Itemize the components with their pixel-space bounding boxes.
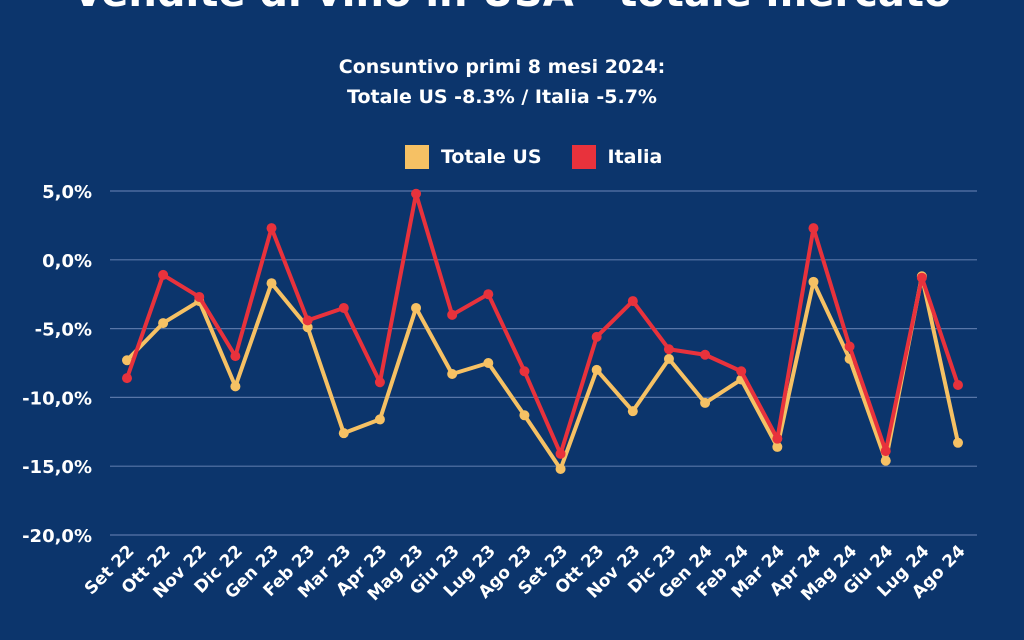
y-tick-label: 5,0%: [42, 182, 92, 203]
y-tick-label: -10,0%: [22, 388, 92, 409]
y-tick-label: -20,0%: [22, 526, 92, 547]
data-point-italia: [447, 309, 458, 320]
data-point-totale-us: [266, 278, 277, 289]
data-point-italia: [627, 296, 638, 307]
data-point-italia: [591, 331, 602, 342]
y-tick-label: 0,0%: [42, 251, 92, 272]
data-point-italia: [194, 291, 205, 302]
data-point-totale-us: [122, 355, 132, 366]
data-point-italia: [663, 344, 674, 355]
data-point-italia: [844, 341, 855, 352]
data-point-italia: [916, 272, 927, 283]
data-point-italia: [519, 366, 530, 377]
data-point-italia: [953, 380, 963, 391]
data-point-italia: [230, 351, 241, 362]
series-line-italia: [125, 191, 960, 456]
data-point-totale-us: [953, 437, 963, 448]
data-point-totale-us: [483, 358, 494, 368]
data-point-italia: [374, 377, 385, 388]
data-point-totale-us: [519, 410, 530, 421]
legend-swatch-italia: [571, 145, 596, 169]
data-point-italia: [736, 366, 747, 377]
data-point-totale-us: [302, 322, 313, 333]
data-point-totale-us: [772, 441, 783, 452]
data-point-italia: [483, 289, 494, 300]
data-point-italia: [266, 223, 277, 234]
data-point-italia: [555, 448, 566, 459]
data-point-totale-us: [663, 353, 674, 364]
data-point-totale-us: [700, 397, 711, 408]
y-tick-label: -5,0%: [35, 320, 92, 341]
subtitle-line-2: Totale US -8.3% / Italia -5.7%: [347, 86, 657, 108]
data-point-totale-us: [374, 414, 385, 425]
data-point-totale-us: [627, 406, 638, 417]
data-point-italia: [302, 315, 313, 326]
data-point-italia: [700, 349, 711, 360]
data-point-totale-us: [230, 381, 241, 392]
data-point-totale-us: [158, 318, 169, 329]
data-point-italia: [880, 446, 891, 457]
legend-item-totale-us: Totale US: [405, 145, 542, 169]
data-point-italia: [158, 269, 169, 280]
y-tick-label: -15,0%: [22, 457, 92, 478]
data-point-italia: [808, 223, 819, 234]
data-point-totale-us: [808, 276, 819, 287]
data-point-italia: [772, 433, 783, 444]
data-point-totale-us: [411, 302, 422, 313]
subtitle-line-1: Consuntivo primi 8 mesi 2024:: [338, 56, 666, 78]
legend: Totale US Italia: [405, 145, 662, 169]
legend-item-italia: Italia: [571, 145, 663, 169]
legend-label-italia: Italia: [607, 146, 663, 168]
data-point-totale-us: [555, 463, 566, 474]
legend-label-totale-us: Totale US: [441, 146, 542, 168]
data-point-totale-us: [591, 364, 602, 375]
data-point-italia: [122, 373, 132, 384]
legend-swatch-totale-us: [405, 145, 429, 169]
data-point-italia: [338, 302, 349, 313]
chart-title: Vendite di vino in USA - totale mercato: [0, 0, 1024, 16]
data-point-totale-us: [338, 428, 349, 439]
data-point-italia: [411, 188, 422, 199]
series-line-totale-us: [125, 274, 960, 471]
chart-subtitle: Consuntivo primi 8 mesi 2024: Totale US …: [0, 52, 1004, 112]
data-point-totale-us: [447, 369, 458, 380]
data-point-totale-us: [880, 455, 891, 466]
